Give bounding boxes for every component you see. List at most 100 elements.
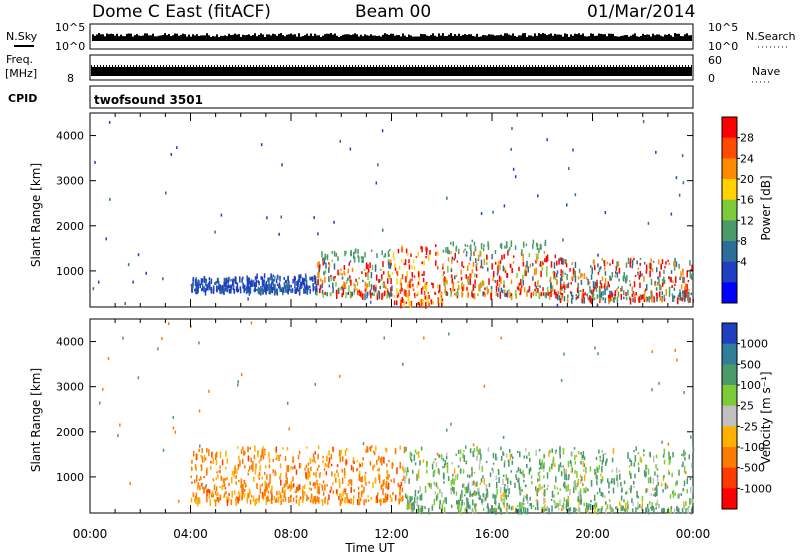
- echo-point: [216, 496, 219, 502]
- echo-point: [616, 481, 619, 488]
- nsky-bar: [614, 36, 616, 41]
- echo-point: [400, 481, 403, 487]
- echo-point: [651, 350, 654, 354]
- echo-point: [546, 507, 549, 512]
- echo-point: [652, 506, 655, 510]
- nsky-bar: [294, 34, 296, 41]
- echo-point: [340, 493, 342, 497]
- nsky-bar: [366, 35, 368, 41]
- echo-point: [691, 462, 694, 468]
- echo-point: [269, 288, 272, 295]
- echo-point: [349, 278, 351, 283]
- echo-point: [639, 262, 641, 266]
- echo-point: [494, 494, 496, 501]
- nsky-bar: [152, 33, 154, 41]
- echo-point: [326, 254, 329, 261]
- echo-point: [294, 276, 297, 281]
- echo-point: [206, 467, 208, 475]
- echo-point: [546, 487, 548, 491]
- echo-point: [651, 502, 653, 506]
- echo-point: [575, 296, 578, 301]
- echo-point: [319, 483, 321, 486]
- nsky-bar: [198, 35, 200, 41]
- echo-point: [307, 496, 310, 500]
- nsky-bar: [578, 33, 580, 41]
- echo-point: [543, 250, 546, 254]
- echo-point: [307, 472, 310, 480]
- power-colorbar-label: Power [dB]: [759, 175, 773, 240]
- echo-point: [593, 504, 595, 508]
- nsky-bar: [554, 33, 556, 41]
- echo-point: [399, 289, 402, 294]
- echo-point: [655, 464, 657, 469]
- echo-point: [561, 508, 563, 512]
- echo-point: [382, 488, 384, 492]
- echo-point: [215, 281, 217, 284]
- echo-point: [223, 495, 225, 499]
- echo-point: [263, 273, 266, 279]
- echo-point: [409, 451, 412, 458]
- echo-point: [532, 505, 535, 508]
- echo-point: [645, 270, 648, 274]
- echo-point: [271, 286, 274, 294]
- echo-point: [349, 479, 351, 484]
- nsky-bar: [690, 35, 692, 41]
- echo-point: [428, 482, 431, 488]
- echo-point: [384, 447, 387, 452]
- echo-point: [526, 494, 528, 501]
- nsky-bar: [126, 33, 128, 41]
- echo-point: [601, 460, 604, 465]
- echo-point: [650, 291, 652, 298]
- echo-point: [491, 253, 493, 260]
- echo-point: [505, 241, 508, 248]
- echo-point: [604, 297, 607, 304]
- x-tick-label: 00:00: [676, 527, 711, 541]
- colorbar-tick-label: -100: [740, 441, 765, 454]
- echo-point: [427, 482, 429, 485]
- echo-point: [510, 453, 513, 458]
- echo-point: [410, 300, 413, 308]
- nsky-bar: [252, 35, 254, 41]
- echo-point: [210, 460, 212, 464]
- echo-point: [634, 473, 636, 479]
- echo-point: [591, 289, 593, 295]
- echo-point: [587, 488, 589, 492]
- echo-point: [469, 278, 471, 285]
- echo-point: [522, 253, 524, 261]
- echo-point: [560, 292, 562, 295]
- echo-point: [225, 277, 228, 285]
- echo-point: [284, 497, 287, 502]
- colorbar-tick-label: 4: [740, 256, 747, 269]
- nsky-bar: [414, 36, 416, 41]
- echo-point: [554, 485, 556, 490]
- nsky-bar: [576, 34, 578, 41]
- echo-point: [467, 489, 469, 494]
- echo-point: [476, 481, 478, 487]
- echo-point: [274, 276, 276, 279]
- echo-point: [667, 442, 670, 446]
- echo-point: [279, 275, 281, 282]
- echo-point: [215, 493, 218, 497]
- echo-point: [310, 487, 313, 491]
- echo-point: [563, 290, 566, 293]
- echo-point: [198, 280, 200, 286]
- echo-point: [401, 496, 403, 503]
- echo-point: [503, 254, 505, 259]
- echo-point: [498, 275, 501, 282]
- echo-point: [397, 248, 400, 254]
- echo-point: [365, 262, 368, 270]
- echo-point: [355, 278, 357, 282]
- echo-point: [480, 242, 483, 250]
- nsky-bar: [464, 34, 466, 41]
- nsky-bar: [582, 33, 584, 41]
- echo-point: [671, 293, 674, 296]
- echo-point: [358, 256, 360, 263]
- echo-point: [412, 507, 414, 511]
- echo-point: [569, 291, 572, 294]
- nsky-bar: [586, 36, 588, 41]
- echo-point: [506, 502, 508, 508]
- echo-point: [316, 483, 319, 491]
- echo-point: [436, 284, 439, 289]
- echo-point: [376, 496, 379, 503]
- echo-point: [517, 508, 520, 515]
